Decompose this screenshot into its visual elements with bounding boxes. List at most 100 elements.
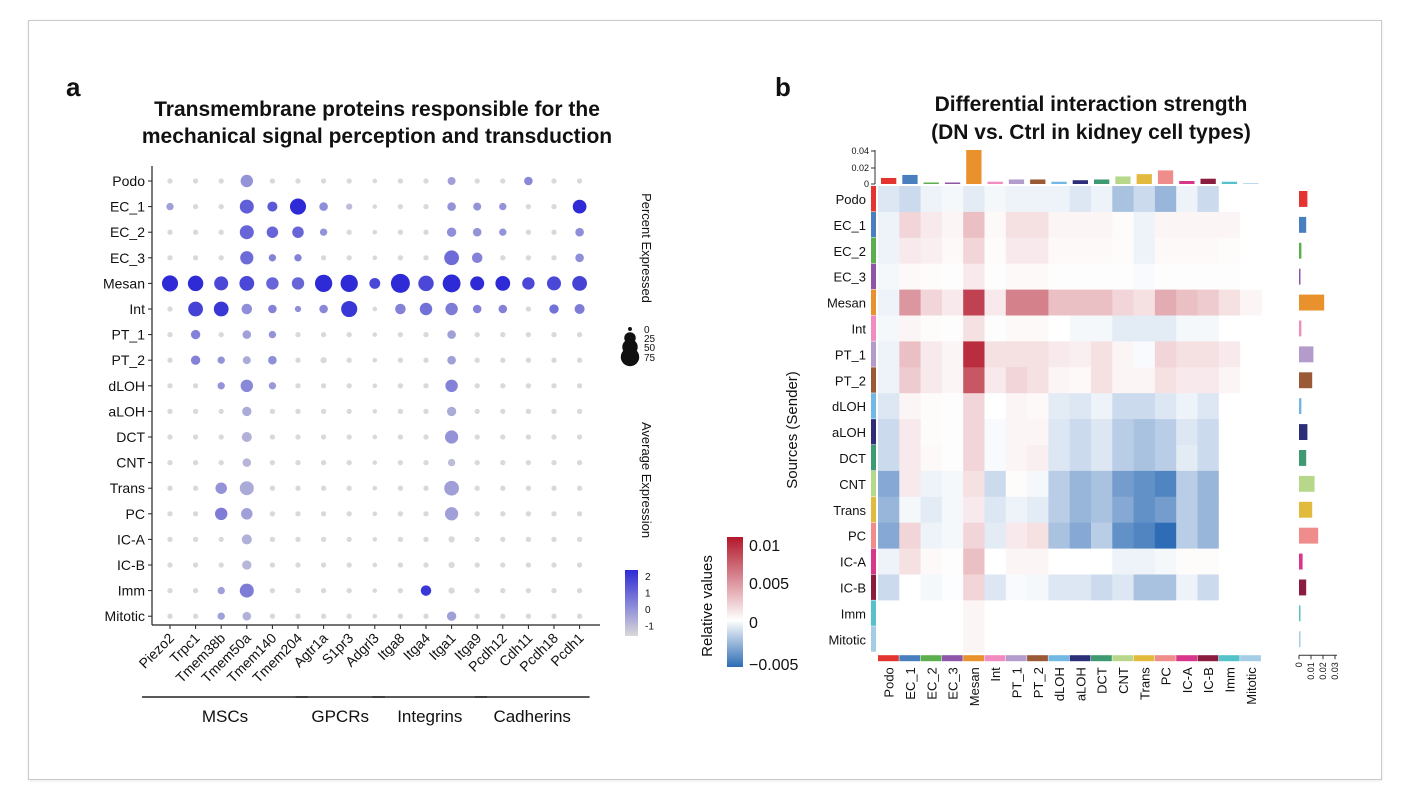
heat-col-label-podo: Podo <box>882 667 897 697</box>
heat-cell-ic-b-ic-a <box>1176 574 1198 601</box>
top-bar-int <box>987 181 1003 184</box>
dot-int-trpc1 <box>188 301 203 317</box>
dot-podo-s1pr3 <box>346 178 352 184</box>
heat-cell-pc-trans <box>1133 522 1156 549</box>
dot-cnt-itga4 <box>423 459 429 466</box>
heat-cell-pt_1-ec_3 <box>941 341 964 368</box>
row-label-mesan: Mesan <box>103 275 145 291</box>
dot-dct-itga1 <box>444 430 459 444</box>
dot-pt_2-trpc1 <box>190 355 201 365</box>
top-bar-ec_2 <box>923 182 939 184</box>
heat-cell-dct-cnt <box>1112 445 1134 472</box>
dot-ic-b-pcdh1 <box>576 562 583 568</box>
heat-col-label-aloh: aLOH <box>1073 667 1088 701</box>
row-color-strip <box>871 522 876 549</box>
heat-cell-pt_2-ec_2 <box>920 367 943 394</box>
heat-cell-pt_2-ic-a <box>1176 367 1198 394</box>
heat-cell-aloh-trans <box>1133 419 1156 446</box>
right-bar-tick-label: 0 <box>1294 662 1304 667</box>
heat-cell-dct-ec_1 <box>899 445 921 472</box>
heat-cell-int-pc <box>1154 315 1177 342</box>
heat-cell-int-dct <box>1091 315 1113 342</box>
heat-cell-ec_1-mitotic <box>1240 211 1262 239</box>
dot-aloh-tmem50a <box>242 406 252 417</box>
dot-podo-piezo2 <box>167 178 173 184</box>
dot-aloh-agtr1a <box>320 408 327 415</box>
heat-cell-dct-dloh <box>1048 445 1071 472</box>
row-label-pt_2: PT_2 <box>112 352 146 368</box>
dot-dloh-tmem38b <box>217 382 225 390</box>
dot-dloh-pcdh1 <box>576 383 583 389</box>
right-bar-ic-a <box>1299 553 1303 570</box>
heat-row-label-cnt: CNT <box>839 477 866 492</box>
panel-a-title-line1: Transmembrane proteins responsible for t… <box>154 98 600 121</box>
dot-imm-pcdh12 <box>500 587 506 594</box>
dot-mesan-itga4 <box>418 275 434 292</box>
dot-int-itga9 <box>472 304 482 314</box>
dot-ic-b-tmem204 <box>295 562 301 568</box>
dot-pc-itga1 <box>444 507 459 521</box>
dot-ic-b-itga9 <box>474 562 480 568</box>
heat-cell-mitotic-int <box>984 626 1007 653</box>
heat-cell-dct-ec_3 <box>941 445 964 472</box>
dot-podo-itga1 <box>447 176 456 186</box>
dot-mitotic-tmem50a <box>242 611 252 621</box>
heat-cell-cnt-ec_3 <box>941 470 964 498</box>
dot-cnt-tmem38b <box>218 459 224 466</box>
heat-cell-ic-b-ec_3 <box>941 574 964 601</box>
heat-cell-imm-imm <box>1218 600 1241 627</box>
group-label-mscs: MSCs <box>202 707 248 726</box>
heat-cell-ec_3-dct <box>1091 263 1113 290</box>
heatmap-ylabel: Sources (Sender) <box>784 371 801 489</box>
heat-cell-ec_1-dct <box>1091 211 1113 239</box>
heat-cell-trans-ic-b <box>1197 496 1220 524</box>
heat-cell-ic-a-int <box>984 548 1007 575</box>
heat-cell-mesan-ec_2 <box>920 289 943 316</box>
heat-cell-imm-cnt <box>1112 600 1134 627</box>
size-legend-label: 0 <box>644 325 650 336</box>
heat-cell-mesan-imm <box>1218 289 1241 316</box>
dot-mesan-agtr1a <box>314 274 333 293</box>
dot-trans-tmem38b <box>215 482 227 494</box>
dot-ec_1-cdh11 <box>525 203 532 210</box>
heat-cell-mitotic-dct <box>1091 626 1113 653</box>
heat-cell-cnt-aloh <box>1069 470 1092 498</box>
heat-cell-aloh-podo <box>878 419 900 446</box>
dot-imm-itga9 <box>474 587 480 594</box>
heat-cell-aloh-pt_1 <box>1005 419 1028 446</box>
top-bar-pt_2 <box>1030 179 1046 184</box>
heat-cell-ec_3-ec_1 <box>899 263 921 290</box>
dot-aloh-pcdh12 <box>500 408 506 415</box>
heat-cell-dloh-ec_1 <box>899 393 921 420</box>
heat-row-label-ec_1: EC_1 <box>833 218 866 233</box>
heat-cell-ec_2-pc <box>1154 237 1177 265</box>
heat-cell-imm-ic-a <box>1176 600 1198 627</box>
heat-row-label-ic-a: IC-A <box>840 555 866 570</box>
heat-cell-dloh-mesan <box>963 393 985 420</box>
heat-cell-ic-a-mesan <box>963 548 985 575</box>
dot-ec_3-itga4 <box>423 255 429 261</box>
dot-pt_1-cdh11 <box>525 331 532 338</box>
dot-trans-itga1 <box>444 480 459 496</box>
dot-ec_1-tmem50a <box>239 199 254 214</box>
dot-pt_1-s1pr3 <box>346 331 352 338</box>
panel-a-label: a <box>66 72 81 102</box>
dot-pt_2-piezo2 <box>167 357 173 363</box>
heat-cell-mitotic-pc <box>1154 626 1177 653</box>
dot-dct-agtr1a <box>320 434 327 440</box>
top-bar-mitotic <box>1243 183 1259 184</box>
heat-cell-ec_1-trans <box>1133 211 1156 239</box>
heat-cell-mesan-pc <box>1154 289 1177 316</box>
dot-dloh-itga9 <box>474 383 480 389</box>
heat-cell-trans-cnt <box>1112 496 1134 524</box>
heat-cell-int-ec_2 <box>920 315 943 342</box>
top-bar-imm <box>1221 181 1238 184</box>
heat-cell-dct-aloh <box>1069 445 1092 472</box>
col-color-strip <box>1240 655 1261 662</box>
dot-pt_2-pcdh12 <box>500 357 506 363</box>
row-label-pt_1: PT_1 <box>112 327 146 343</box>
heat-cell-dct-mitotic <box>1240 445 1262 472</box>
dot-ic-a-adgrl3 <box>372 537 378 542</box>
heat-row-label-dct: DCT <box>839 451 866 466</box>
